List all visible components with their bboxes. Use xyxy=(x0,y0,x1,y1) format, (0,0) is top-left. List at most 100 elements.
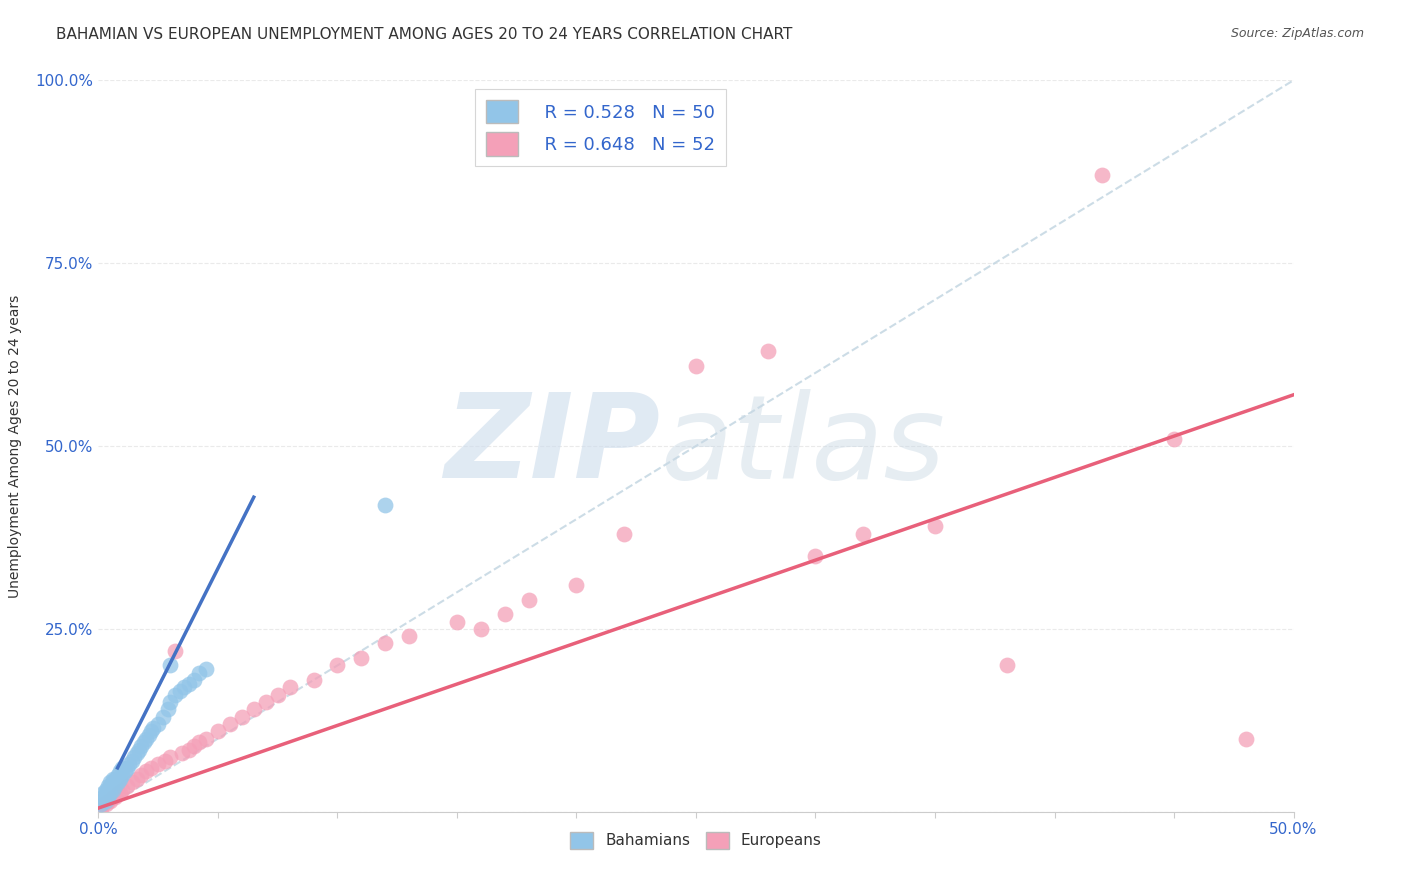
Point xyxy=(156,702,179,716)
Point xyxy=(125,746,148,760)
Point xyxy=(91,797,114,812)
Point xyxy=(852,526,875,541)
Point xyxy=(183,673,205,687)
Point xyxy=(107,787,129,801)
Point xyxy=(132,735,155,749)
Point xyxy=(613,526,636,541)
Point xyxy=(995,658,1018,673)
Text: atlas: atlas xyxy=(661,389,945,503)
Point xyxy=(135,764,157,779)
Point xyxy=(108,787,131,801)
Point xyxy=(90,801,112,815)
Point xyxy=(219,717,242,731)
Point xyxy=(172,746,194,760)
Point xyxy=(91,790,114,805)
Point xyxy=(98,779,122,793)
Point xyxy=(104,790,127,805)
Point xyxy=(565,578,588,592)
Point xyxy=(104,772,127,786)
Point xyxy=(125,772,148,786)
Point xyxy=(111,782,134,797)
Point xyxy=(94,797,117,812)
Point xyxy=(302,673,325,687)
Point xyxy=(374,636,396,650)
Point xyxy=(90,794,112,808)
Legend: Bahamians, Europeans: Bahamians, Europeans xyxy=(564,825,828,855)
Point xyxy=(685,359,707,373)
Point xyxy=(115,779,138,793)
Point xyxy=(108,764,131,779)
Point xyxy=(131,739,153,753)
Point xyxy=(195,731,218,746)
Point xyxy=(97,779,120,793)
Y-axis label: Unemployment Among Ages 20 to 24 years: Unemployment Among Ages 20 to 24 years xyxy=(7,294,21,598)
Point xyxy=(138,728,160,742)
Point xyxy=(111,768,134,782)
Point xyxy=(1234,731,1257,746)
Point xyxy=(114,764,136,779)
Point xyxy=(470,622,492,636)
Text: Source: ZipAtlas.com: Source: ZipAtlas.com xyxy=(1230,27,1364,40)
Point xyxy=(152,709,174,723)
Point xyxy=(98,787,122,801)
Point xyxy=(267,688,290,702)
Point xyxy=(131,768,153,782)
Point xyxy=(139,761,162,775)
Point xyxy=(278,681,301,695)
Point xyxy=(94,782,117,797)
Point xyxy=(115,761,138,775)
Point xyxy=(207,724,229,739)
Point xyxy=(1091,169,1114,183)
Point xyxy=(326,658,349,673)
Point xyxy=(187,665,209,680)
Point xyxy=(159,658,181,673)
Point xyxy=(756,343,779,358)
Text: BAHAMIAN VS EUROPEAN UNEMPLOYMENT AMONG AGES 20 TO 24 YEARS CORRELATION CHART: BAHAMIAN VS EUROPEAN UNEMPLOYMENT AMONG … xyxy=(56,27,793,42)
Point xyxy=(101,782,124,797)
Point xyxy=(107,775,129,789)
Point xyxy=(94,794,117,808)
Point xyxy=(128,742,150,756)
Point xyxy=(179,676,201,690)
Point xyxy=(159,695,181,709)
Point xyxy=(98,775,122,789)
Point xyxy=(90,797,112,812)
Point xyxy=(97,794,120,808)
Point xyxy=(179,742,201,756)
Point xyxy=(124,749,146,764)
Point xyxy=(139,724,162,739)
Point xyxy=(243,702,266,716)
Point xyxy=(446,615,468,629)
Point xyxy=(494,607,516,622)
Point xyxy=(163,688,186,702)
Point xyxy=(148,757,170,772)
Point xyxy=(107,768,129,782)
Point xyxy=(398,629,420,643)
Point xyxy=(101,790,124,805)
Point xyxy=(118,757,141,772)
Point xyxy=(148,717,170,731)
Point xyxy=(159,749,181,764)
Point xyxy=(187,735,209,749)
Point xyxy=(142,721,165,735)
Point xyxy=(195,662,218,676)
Point xyxy=(101,775,124,789)
Point xyxy=(804,549,827,563)
Point xyxy=(111,761,134,775)
Point xyxy=(924,519,946,533)
Point xyxy=(254,695,277,709)
Text: ZIP: ZIP xyxy=(444,389,661,503)
Point xyxy=(517,592,540,607)
Point xyxy=(173,681,195,695)
Point xyxy=(97,790,120,805)
Point xyxy=(169,684,191,698)
Point xyxy=(94,787,117,801)
Point xyxy=(97,782,120,797)
Point xyxy=(91,787,114,801)
Point xyxy=(183,739,205,753)
Point xyxy=(231,709,253,723)
Point xyxy=(121,754,143,768)
Point xyxy=(101,772,124,786)
Point xyxy=(98,794,122,808)
Point xyxy=(1163,432,1185,446)
